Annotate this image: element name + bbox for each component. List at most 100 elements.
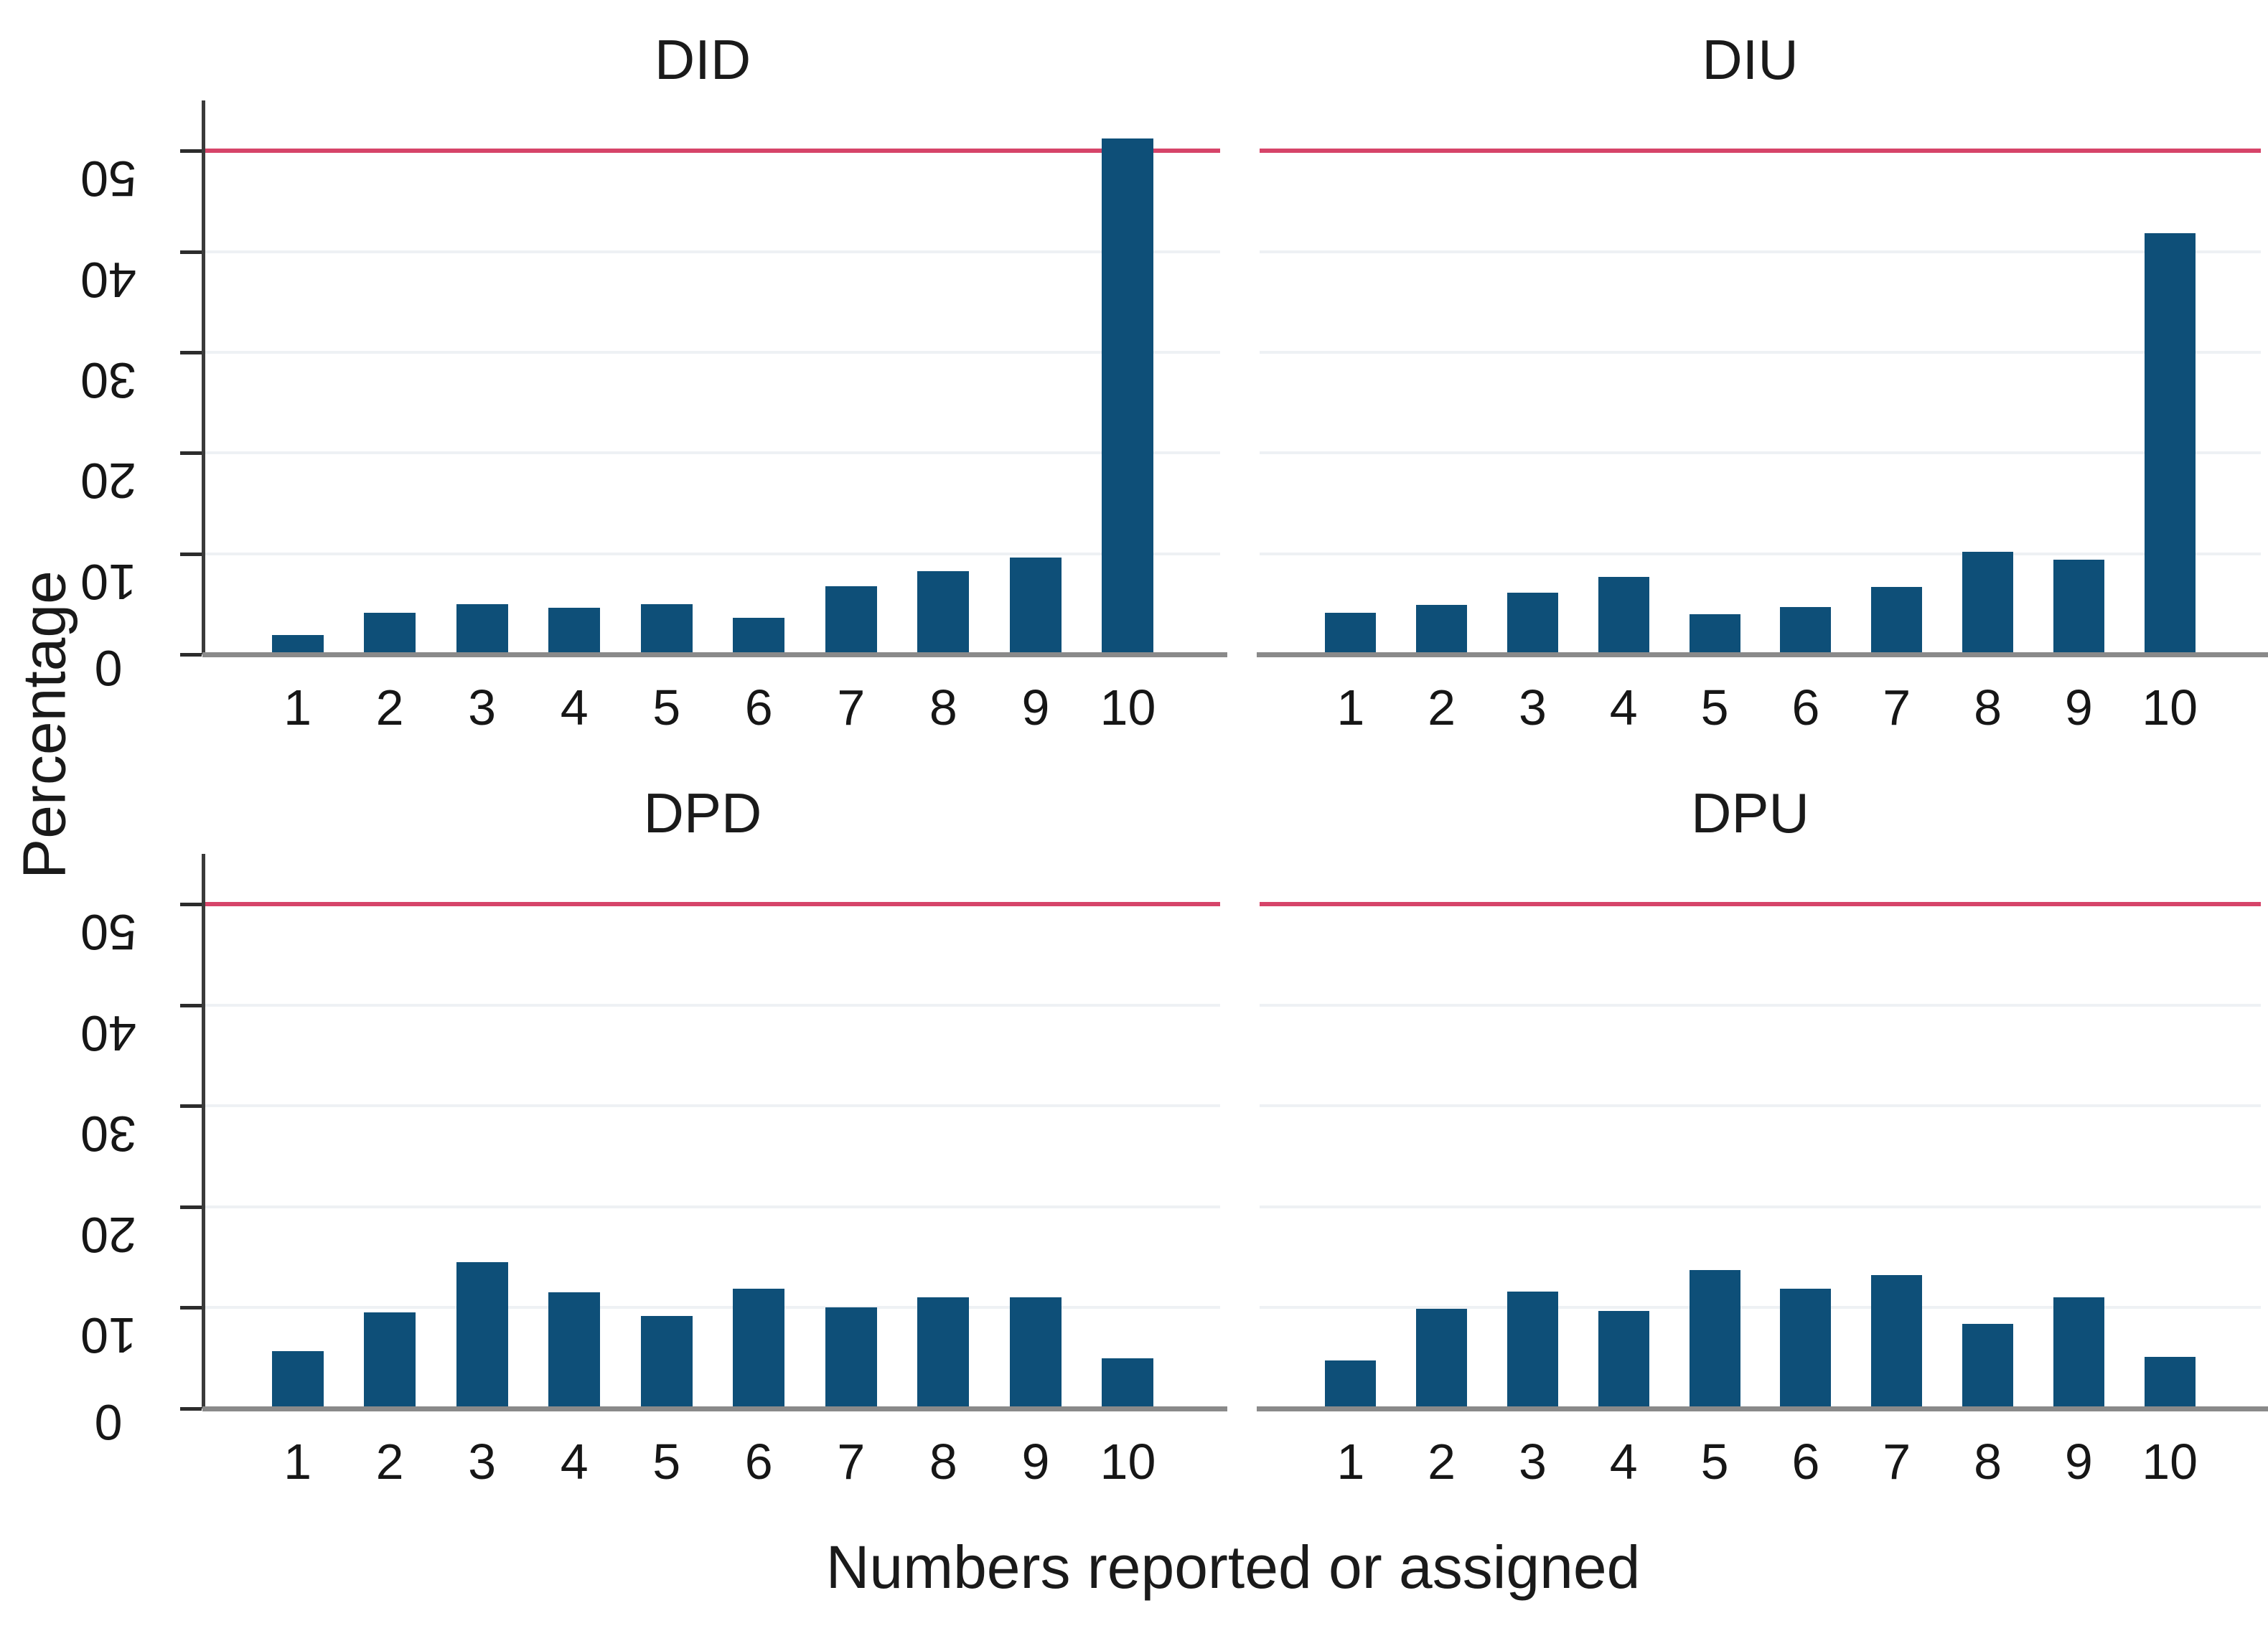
x-tick-label: 4: [560, 1434, 589, 1490]
bar-DPU-9: [2053, 1297, 2104, 1409]
panel-title: DPD: [643, 781, 762, 845]
bar-DPU-8: [1962, 1323, 2013, 1409]
bar-DPU-1: [1325, 1360, 1376, 1409]
x-tick-label: 3: [468, 1434, 497, 1490]
bar-DID-10: [1102, 138, 1153, 654]
x-tick-label: 10: [1100, 680, 1156, 735]
x-tick-label: 2: [375, 1434, 404, 1490]
reference-line-50: [205, 149, 1220, 154]
y-axis-line: [202, 854, 205, 1409]
panel-title: DIU: [1702, 28, 1799, 91]
bar-DPD-6: [733, 1288, 784, 1409]
bar-DPU-7: [1871, 1275, 1922, 1409]
x-tick-label: 9: [2064, 1434, 2093, 1490]
x-tick-label: 6: [744, 680, 773, 735]
bar-DPD-7: [825, 1307, 877, 1409]
x-tick-label: 1: [1336, 680, 1365, 735]
y-tick-label-text: 50: [80, 904, 136, 961]
bar-DIU-7: [1871, 586, 1922, 654]
x-axis-line: [202, 652, 1227, 657]
bar-DID-2: [364, 613, 416, 654]
x-tick-label: 2: [375, 680, 404, 735]
gridline-40: [1260, 250, 2261, 253]
bar-DPD-2: [364, 1312, 416, 1409]
x-axis-title: Numbers reported or assigned: [825, 1533, 1641, 1601]
bar-DIU-4: [1598, 576, 1649, 654]
reference-line-50: [205, 902, 1220, 907]
y-tick-label-text: 30: [80, 1106, 136, 1162]
gridline-20: [205, 1205, 1220, 1208]
bar-DID-8: [917, 570, 969, 654]
gridline-10: [1260, 552, 2261, 555]
x-tick-label: 3: [1518, 680, 1547, 735]
y-tick-label-text: 50: [80, 151, 136, 207]
bar-DPU-2: [1416, 1308, 1467, 1409]
bar-DIU-10: [2145, 233, 2196, 654]
bar-DID-6: [733, 618, 784, 654]
x-tick-label: 2: [1428, 1434, 1456, 1490]
x-tick-label: 3: [1518, 1434, 1547, 1490]
x-tick-label: 1: [1336, 1434, 1365, 1490]
bar-DPU-10: [2145, 1357, 2196, 1409]
bar-DIU-6: [1780, 607, 1831, 654]
gridline-10: [205, 1306, 1220, 1310]
y-tick-label-text: 40: [80, 251, 136, 308]
x-axis-line: [202, 1406, 1227, 1411]
y-tick: [180, 1104, 202, 1109]
panel-DIU: DIU 1 2 3 4 5 6 7 8 9 10: [1257, 28, 2268, 735]
gridline-40: [205, 250, 1220, 253]
bar-DID-4: [548, 608, 600, 654]
x-tick-label: 3: [468, 680, 497, 735]
x-tick-label: 8: [1974, 1434, 2002, 1490]
bar-DID-9: [1010, 558, 1062, 654]
bar-DPU-4: [1598, 1310, 1649, 1409]
bar-DPD-1: [272, 1350, 324, 1409]
gridline-20: [1260, 1205, 2261, 1208]
y-tick: [180, 350, 202, 354]
x-axis-line: [1257, 1406, 2268, 1411]
x-tick-label: 7: [1883, 1434, 1911, 1490]
gridline-10: [1260, 1306, 2261, 1310]
x-tick-label: 4: [1609, 680, 1638, 735]
panel-DPU: DPU 1 2 3 4 5 6 7 8 9 10: [1257, 781, 2268, 1490]
x-axis-line: [1257, 652, 2268, 657]
y-tick-label-text: 10: [80, 553, 136, 610]
y-tick-label-text: 30: [80, 352, 136, 408]
y-tick: [180, 1003, 202, 1007]
bar-DIU-3: [1507, 593, 1558, 654]
y-tick: [180, 149, 202, 154]
x-tick-label: 10: [2142, 1434, 2198, 1490]
x-tick-label: 1: [284, 680, 311, 735]
y-tick: [180, 653, 202, 657]
x-tick-label: 5: [652, 680, 681, 735]
bar-DID-1: [272, 635, 324, 654]
panel-title: DPU: [1691, 781, 1809, 845]
gridline-30: [1260, 350, 2261, 354]
bar-DIU-1: [1325, 613, 1376, 654]
x-tick-label: 5: [1700, 1434, 1729, 1490]
bar-DID-7: [825, 586, 877, 654]
reference-line-50: [1260, 149, 2261, 154]
bar-DIU-9: [2053, 560, 2104, 654]
y-axis-line: [202, 100, 205, 654]
y-tick: [180, 552, 202, 556]
bar-DPU-6: [1780, 1288, 1831, 1409]
y-tick-label-text: 10: [80, 1307, 136, 1364]
x-tick-label: 6: [1791, 1434, 1820, 1490]
gridline-30: [205, 350, 1220, 354]
x-tick-label: 9: [1021, 680, 1050, 735]
y-axis-title: Percentage: [10, 570, 78, 879]
y-tick-label-text: 0: [94, 1394, 123, 1451]
y-tick-label-text: 40: [80, 1005, 136, 1061]
y-tick: [180, 451, 202, 456]
x-tick-label: 8: [929, 1434, 957, 1490]
x-tick-label: 6: [1791, 680, 1820, 735]
gridline-20: [1260, 451, 2261, 455]
x-tick-label: 5: [652, 1434, 681, 1490]
x-tick-label: 5: [1700, 680, 1729, 735]
x-tick-label: 7: [837, 680, 866, 735]
x-tick-label: 7: [1883, 680, 1911, 735]
bar-DPD-9: [1010, 1297, 1062, 1409]
y-tick: [180, 250, 202, 254]
